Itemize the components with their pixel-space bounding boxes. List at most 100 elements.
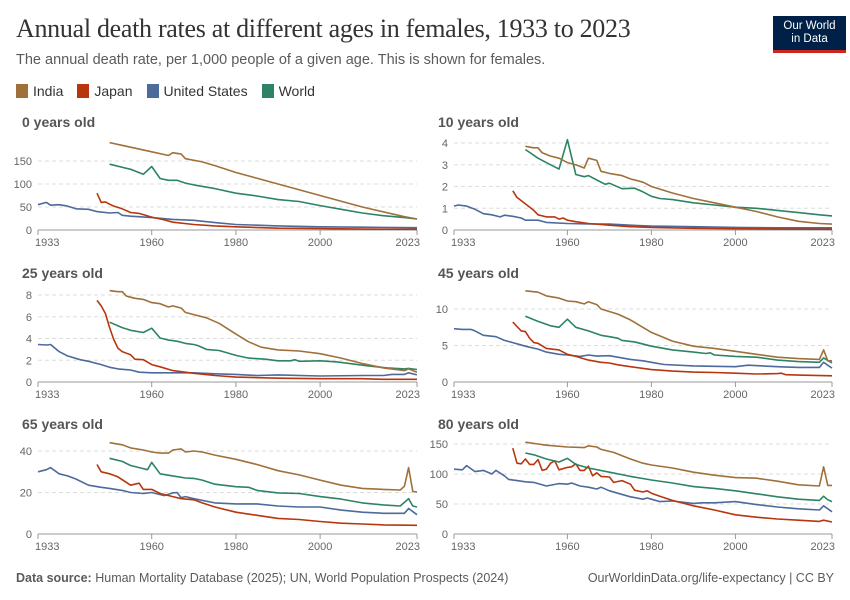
series-line-japan (512, 321, 833, 377)
series-line-india (525, 290, 832, 362)
series-line-united-states (37, 201, 418, 229)
legend-label: India (33, 83, 64, 99)
y-tick-label: 1 (442, 203, 448, 215)
series-line-japan (96, 464, 418, 527)
x-tick-label: 2023 (811, 389, 835, 401)
panel-title: 0 years old (22, 114, 95, 130)
y-tick-label: 2 (26, 355, 32, 367)
x-tick-label: 1933 (451, 237, 475, 249)
y-tick-label: 50 (20, 202, 32, 214)
series-line-world (109, 163, 418, 220)
x-tick-label: 1960 (555, 541, 579, 553)
series-line-world (109, 457, 418, 508)
y-tick-label: 0 (26, 225, 32, 237)
x-tick-label: 1980 (639, 389, 663, 401)
series-line-india (109, 141, 418, 220)
x-tick-label: 2000 (308, 237, 332, 249)
series-line-world (525, 452, 833, 503)
x-tick-label: 1980 (224, 541, 248, 553)
y-tick-label: 3 (442, 160, 448, 172)
x-tick-label: 1933 (35, 541, 59, 553)
x-tick-label: 2000 (308, 541, 332, 553)
y-tick-label: 100 (14, 179, 32, 191)
x-tick-label: 2023 (396, 389, 420, 401)
logo-line-2: in Data (791, 33, 828, 45)
series-line-japan (512, 447, 833, 523)
y-tick-label: 0 (26, 377, 32, 389)
y-tick-label: 150 (14, 156, 32, 168)
x-tick-label: 1960 (139, 541, 163, 553)
y-tick-label: 10 (436, 304, 448, 316)
data-source-text: Human Mortality Database (2025); UN, Wor… (95, 571, 509, 585)
x-tick-label: 1960 (139, 389, 163, 401)
series-line-united-states (37, 343, 418, 377)
y-tick-label: 8 (26, 290, 32, 302)
y-tick-label: 4 (442, 138, 448, 150)
legend-item-japan[interactable]: Japan (77, 83, 133, 99)
legend-label: United States (163, 83, 248, 99)
legend-label: Japan (94, 83, 133, 99)
x-tick-label: 2000 (308, 389, 332, 401)
credit-link[interactable]: OurWorldinData.org/life-expectancy | CC … (587, 571, 834, 585)
y-tick-label: 2 (442, 182, 448, 194)
panel-title: 25 years old (22, 265, 103, 281)
series-line-india (109, 289, 418, 373)
x-tick-label: 2023 (396, 237, 420, 249)
series-line-world (109, 321, 418, 371)
y-tick-label: 0 (442, 225, 448, 237)
y-tick-label: 40 (20, 446, 32, 458)
series-line-united-states (453, 204, 832, 229)
x-tick-label: 1933 (35, 237, 59, 249)
x-tick-label: 1980 (639, 541, 663, 553)
x-tick-label: 1933 (451, 389, 475, 401)
legend-item-india[interactable]: India (16, 83, 63, 99)
chart-title: Annual death rates at different ages in … (16, 14, 631, 43)
series-line-india (109, 441, 418, 493)
series-line-japan (512, 190, 833, 231)
series-line-world (525, 315, 833, 364)
legend-item-world[interactable]: World (261, 83, 315, 99)
panel-title: 10 years old (438, 114, 519, 130)
x-tick-label: 2000 (723, 541, 747, 553)
logo-line-1: Our World (783, 20, 836, 32)
x-tick-label: 2000 (723, 389, 747, 401)
y-tick-label: 4 (26, 334, 32, 346)
series-line-world (524, 138, 833, 217)
panel-title: 80 years old (438, 416, 519, 432)
x-tick-label: 1933 (35, 389, 59, 401)
panel-title: 65 years old (22, 416, 103, 432)
legend-swatch (146, 84, 159, 98)
series-line-united-states (37, 466, 418, 516)
x-tick-label: 2023 (811, 541, 835, 553)
series-line-india (525, 441, 832, 487)
legend-label: World (278, 83, 315, 99)
x-tick-label: 2023 (396, 541, 420, 553)
legend-swatch (77, 84, 90, 98)
y-tick-label: 0 (26, 529, 32, 541)
series-line-japan (96, 299, 417, 381)
data-source-label: Data source: (16, 571, 92, 585)
y-tick-label: 20 (20, 488, 32, 500)
x-tick-label: 1980 (639, 237, 663, 249)
data-source: Data source: Human Mortality Database (2… (16, 571, 508, 585)
x-tick-label: 1980 (224, 237, 248, 249)
panel-title: 45 years old (438, 265, 519, 281)
series-line-united-states (453, 327, 833, 369)
series-line-india (525, 145, 833, 225)
y-tick-label: 0 (442, 377, 448, 389)
y-tick-label: 50 (436, 499, 448, 511)
y-tick-label: 6 (26, 312, 32, 324)
legend-swatch (16, 84, 28, 98)
y-tick-label: 100 (430, 469, 448, 481)
x-tick-label: 1960 (555, 237, 579, 249)
owid-logo[interactable]: Our World in Data (773, 16, 846, 53)
y-tick-label: 5 (442, 341, 448, 353)
y-tick-label: 150 (430, 439, 448, 451)
x-tick-label: 1960 (555, 389, 579, 401)
y-tick-label: 0 (442, 529, 448, 541)
x-tick-label: 2000 (723, 237, 747, 249)
chart-subtitle: The annual death rate, per 1,000 people … (16, 52, 546, 68)
x-tick-label: 2023 (811, 237, 835, 249)
legend-item-united-states[interactable]: United States (146, 83, 248, 99)
